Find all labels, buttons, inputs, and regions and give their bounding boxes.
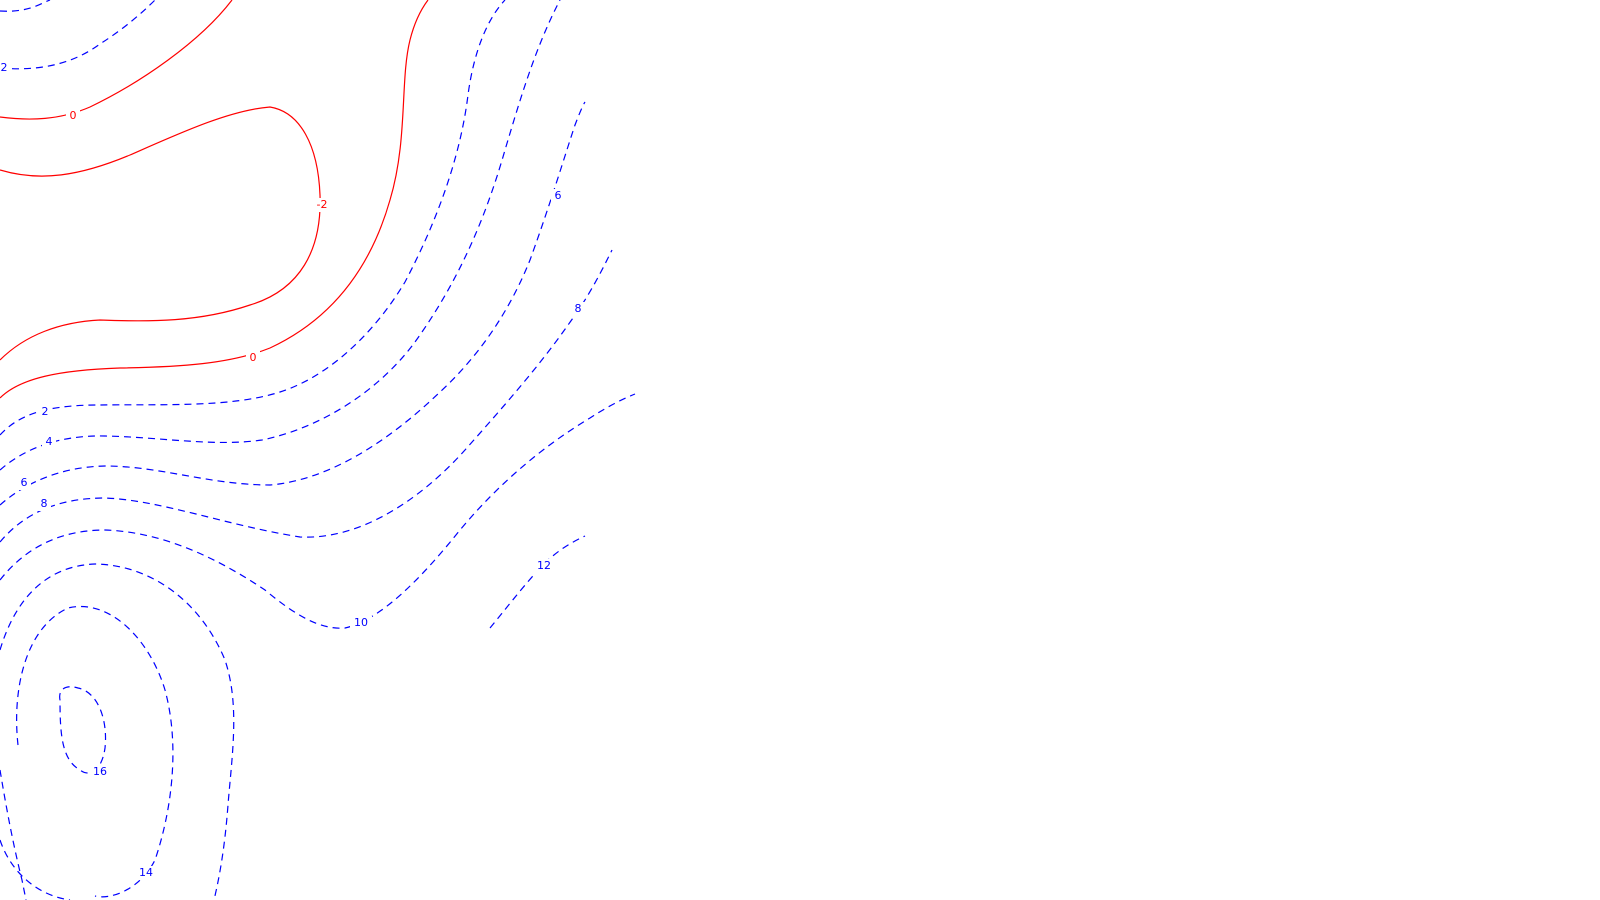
contour-line-neg2 [0,106,321,361]
label-6-left: 6 [21,476,28,489]
contour-line-2-upper [0,0,156,70]
contour-line-4 [0,0,561,471]
contour-group-nonpositive [0,0,429,399]
label-6-right: 6 [555,189,562,202]
label-4-left: 4 [46,435,53,448]
contour-line-0-mid [0,0,429,399]
label-0-top: 0 [70,109,77,122]
contour-line-14 [0,605,174,900]
contour-line-2 [0,0,506,436]
label-neg2: -2 [317,198,328,211]
contour-line-outer-left [0,769,27,900]
label-10: 10 [354,616,368,629]
label-2-top: 2 [1,61,8,74]
contour-line-16 [59,686,107,774]
label-16: 16 [93,765,107,778]
label-8-left: 8 [41,497,48,510]
contour-line-12-right [489,535,586,629]
contour-line-10 [0,393,636,629]
contour-labels: 2 0 -2 0 2 4 6 8 6 8 10 12 14 16 [0,60,585,880]
label-8-right: 8 [575,302,582,315]
label-14: 14 [139,866,153,879]
label-12: 12 [537,559,551,572]
contour-line-8 [0,249,613,543]
label-0-mid: 0 [250,351,257,364]
contour-line-12 [0,563,235,900]
contour-line-6 [0,101,586,506]
contour-line-0-top [0,0,233,120]
contour-line-2-top [0,0,51,12]
label-2-left: 2 [42,405,49,418]
